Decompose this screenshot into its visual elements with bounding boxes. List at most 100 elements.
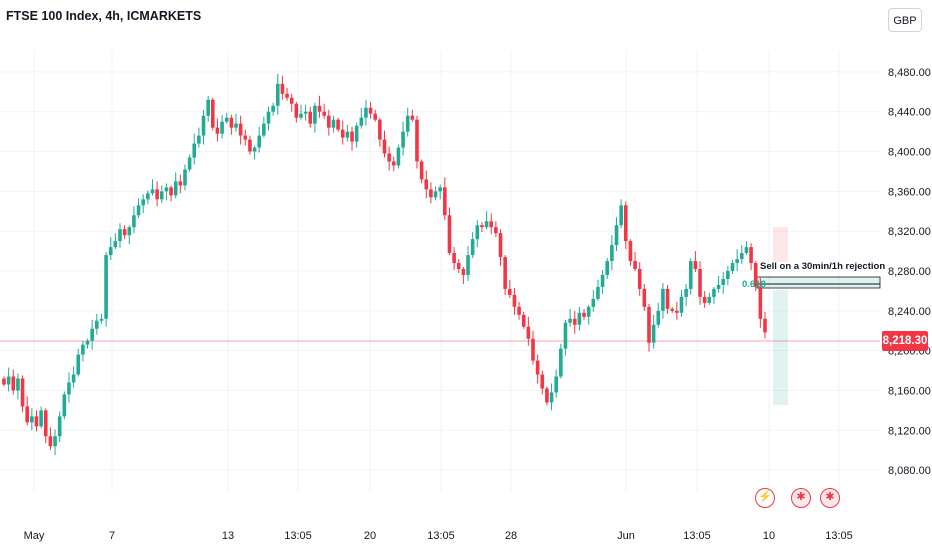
candle-body xyxy=(299,113,303,118)
candle-body xyxy=(350,131,354,142)
candle-body xyxy=(726,271,730,279)
candle-body xyxy=(447,215,452,254)
time-axis[interactable]: May 7 13 13:05 20 13:05 28 Jun 13:05 10 13:05 xyxy=(24,530,853,542)
candle-body xyxy=(359,117,364,126)
candle-body xyxy=(141,199,146,206)
candle-body xyxy=(81,344,85,355)
x-tick-label: 7 xyxy=(109,530,115,542)
candle-body xyxy=(132,215,136,228)
candle-body xyxy=(48,436,53,447)
candle-body xyxy=(665,288,670,309)
candle-body xyxy=(229,117,234,128)
candle-body xyxy=(559,348,563,377)
candle-body xyxy=(16,378,20,391)
candle-body xyxy=(39,410,43,427)
candle-body xyxy=(43,410,48,437)
candle-body xyxy=(517,306,521,315)
candle-body xyxy=(248,139,252,152)
candle-body xyxy=(275,83,280,106)
trade-annotation: Sell on a 30min/1h rejection xyxy=(760,261,886,272)
price-axis[interactable]: 8,480.00 8,440.00 8,400.00 8,360.00 8,320.00… xyxy=(888,67,931,477)
candle-body xyxy=(271,105,275,112)
candle-body xyxy=(707,296,712,303)
candle-body xyxy=(730,263,735,271)
candle-body xyxy=(739,253,744,260)
candle-body xyxy=(20,378,25,407)
candle-body xyxy=(716,284,721,289)
candle-body xyxy=(628,241,633,262)
candle-body xyxy=(266,111,271,124)
candle-body xyxy=(262,123,266,136)
candle-body xyxy=(368,107,373,114)
x-tick-label: 28 xyxy=(505,530,517,542)
candle-body xyxy=(466,255,470,275)
risk-zone xyxy=(773,227,788,262)
x-tick-label: 20 xyxy=(364,530,376,542)
candle-body xyxy=(684,288,688,297)
currency-button[interactable]: GBP xyxy=(888,8,922,32)
candle-body xyxy=(577,312,582,325)
candle-body xyxy=(582,312,586,317)
candle-body xyxy=(285,93,289,98)
candle-body xyxy=(642,288,647,307)
y-tick-label: 8,400.00 xyxy=(888,147,931,159)
lightning-icon[interactable]: ⚡ xyxy=(755,488,775,508)
candle-body xyxy=(405,115,410,132)
candle-body xyxy=(340,129,345,138)
candle-body xyxy=(429,189,433,198)
candle-body xyxy=(526,326,531,339)
candle-body xyxy=(753,263,758,287)
candle-body xyxy=(721,278,726,285)
x-tick-label: 13 xyxy=(222,530,234,542)
candle-body xyxy=(76,354,81,375)
candle-body xyxy=(146,193,150,200)
candle-body xyxy=(313,105,317,124)
candle-body xyxy=(387,153,391,162)
fib-level-label: 0.618 xyxy=(742,279,766,290)
candle-body xyxy=(289,97,294,104)
candle-body xyxy=(187,157,192,170)
candle-body xyxy=(136,205,141,216)
candle-body xyxy=(215,127,220,134)
candle-body xyxy=(535,360,540,375)
candle-body xyxy=(656,310,661,325)
candle-body xyxy=(257,135,262,148)
candle-body xyxy=(591,298,596,307)
candle-body xyxy=(484,221,489,228)
candle-body xyxy=(122,229,127,236)
candle-body xyxy=(220,121,224,134)
candle-body xyxy=(201,115,206,136)
candle-body xyxy=(164,187,169,192)
candle-body xyxy=(415,119,419,162)
candle-body xyxy=(735,259,739,264)
candle-body xyxy=(758,286,763,319)
candle-body xyxy=(443,187,447,216)
uk-flag-icon[interactable]: ✱ xyxy=(820,488,840,508)
candle-body xyxy=(410,115,415,120)
candle-body xyxy=(679,296,684,313)
uk-flag-icon[interactable]: ✱ xyxy=(791,488,811,508)
chart-title: FTSE 100 Index, 4h, ICMARKETS xyxy=(6,9,202,23)
candle-body xyxy=(470,239,475,256)
candle-body xyxy=(2,378,6,385)
candle-body xyxy=(234,123,238,128)
candle-body xyxy=(108,247,113,256)
candle-body xyxy=(183,169,187,186)
candle-body xyxy=(104,255,108,319)
candle-body xyxy=(401,131,405,148)
candle-body xyxy=(127,227,132,236)
candle-body xyxy=(85,340,90,345)
candle-body xyxy=(489,221,494,228)
candle-body xyxy=(572,318,577,325)
candle-body xyxy=(206,99,210,116)
x-tick-label: May xyxy=(24,530,45,542)
reward-zone xyxy=(773,290,788,405)
candle-body xyxy=(424,179,429,190)
candle-body xyxy=(11,376,16,391)
candle-body xyxy=(433,191,438,198)
y-tick-label: 8,080.00 xyxy=(888,465,931,477)
x-tick-label: 13:05 xyxy=(683,530,711,542)
candle-body xyxy=(610,245,614,262)
x-tick-label: 13:05 xyxy=(825,530,853,542)
